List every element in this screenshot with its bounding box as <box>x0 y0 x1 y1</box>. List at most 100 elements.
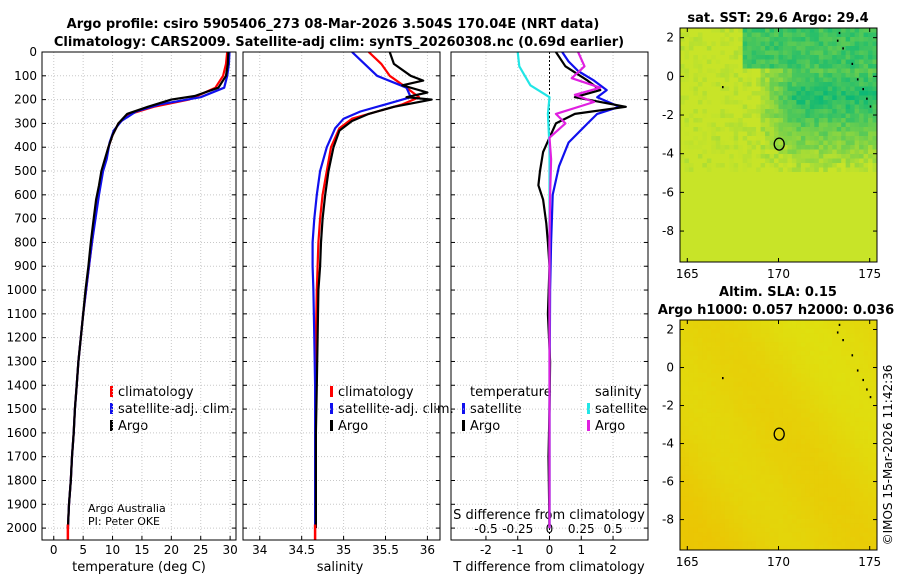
heatmap-cell <box>791 470 797 476</box>
heatmap-cell <box>832 37 838 42</box>
heatmap-cell <box>751 181 757 186</box>
heatmap-cell <box>715 190 721 195</box>
heatmap-cell <box>760 203 766 209</box>
heatmap-cell <box>706 239 712 245</box>
heatmap-cell <box>693 199 699 204</box>
heatmap-cell <box>791 399 797 405</box>
heatmap-cell <box>787 203 793 209</box>
heatmap-cell <box>774 158 779 164</box>
heatmap-cell <box>720 46 726 51</box>
heatmap-cell <box>868 492 873 498</box>
heatmap-cell <box>729 100 735 105</box>
heatmap-cell <box>680 244 685 249</box>
heatmap-cell <box>680 395 685 401</box>
heatmap-cell <box>697 386 703 392</box>
heatmap-cell <box>724 435 730 440</box>
heatmap-cell <box>859 167 864 173</box>
heatmap-cell <box>836 77 842 83</box>
heatmap-cell <box>782 86 788 92</box>
y-tick-label: 1700 <box>6 450 37 464</box>
heatmap-cell <box>809 426 815 431</box>
heatmap-cell <box>724 337 730 343</box>
heatmap-cell <box>841 59 847 65</box>
heatmap-cell <box>715 324 721 330</box>
y-tick-label: 0 <box>29 45 37 59</box>
heatmap-cell <box>796 77 802 83</box>
heatmap-cell <box>796 73 802 78</box>
heatmap-cell <box>711 377 717 383</box>
heatmap-cell <box>724 257 730 263</box>
heatmap-cell <box>756 452 761 458</box>
heatmap-cell <box>756 519 761 524</box>
heatmap-cell <box>760 510 766 516</box>
heatmap-cell <box>720 328 726 334</box>
heatmap-cell <box>818 328 824 334</box>
heatmap-cell <box>680 226 685 231</box>
heatmap-cell <box>791 514 797 520</box>
heatmap-cell <box>706 342 712 347</box>
heatmap-cell <box>720 244 726 249</box>
heatmap-cell <box>796 185 802 191</box>
heatmap-cell <box>854 324 860 330</box>
heatmap-cell <box>769 100 775 105</box>
heatmap-cell <box>796 421 802 427</box>
heatmap-cell <box>742 399 748 405</box>
heatmap-cell <box>760 91 766 96</box>
heatmap-cell <box>760 479 766 485</box>
heatmap-cell <box>823 333 829 339</box>
heatmap-cell <box>823 373 829 378</box>
heatmap-cell <box>693 100 699 105</box>
heatmap-cell <box>859 536 864 542</box>
heatmap-cell <box>863 364 869 370</box>
heatmap-cell <box>742 470 748 476</box>
heatmap-cell <box>751 545 757 551</box>
heatmap-cell <box>733 342 739 347</box>
heatmap-cell <box>724 328 730 334</box>
heatmap-cell <box>800 37 806 42</box>
heatmap-cell <box>872 461 878 467</box>
heatmap-cell <box>733 421 739 427</box>
heatmap-cell <box>778 59 784 65</box>
heatmap-cell <box>863 377 869 383</box>
heatmap-cell <box>863 95 869 101</box>
heatmap-cell <box>756 68 761 74</box>
heatmap-cell <box>733 435 739 440</box>
heatmap-cell <box>809 28 815 33</box>
heatmap-cell <box>774 46 779 51</box>
heatmap-cell <box>818 86 824 92</box>
heatmap-cell <box>791 496 797 502</box>
heatmap-cell <box>751 55 757 60</box>
heatmap-cell <box>760 226 766 231</box>
heatmap-cell <box>720 131 726 137</box>
heatmap-cell <box>733 32 739 38</box>
heatmap-cell <box>720 377 726 383</box>
heatmap-cell <box>832 167 838 173</box>
heatmap-cell <box>868 501 873 507</box>
heatmap-cell <box>684 109 690 114</box>
heatmap-cell <box>791 136 797 141</box>
heatmap-cell <box>724 519 730 524</box>
heatmap-cell <box>680 100 685 105</box>
heatmap-cell <box>693 230 699 236</box>
heatmap-cell <box>796 541 802 546</box>
heatmap-cell <box>688 73 694 78</box>
heatmap-cell <box>756 82 761 87</box>
heatmap-cell <box>693 185 699 191</box>
heatmap-cell <box>706 77 712 83</box>
heatmap-cell <box>760 377 766 383</box>
heatmap-cell <box>836 426 842 431</box>
heatmap-cell <box>751 510 757 516</box>
heatmap-cell <box>796 217 802 222</box>
heatmap-cell <box>684 212 690 218</box>
heatmap-cell <box>765 381 770 387</box>
heatmap-cell <box>742 199 748 204</box>
heatmap-cell <box>742 55 748 60</box>
heatmap-cell <box>778 470 784 476</box>
heatmap-cell <box>756 122 761 128</box>
heatmap-cell <box>845 457 851 462</box>
heatmap-cell <box>706 532 712 538</box>
heatmap-cell <box>733 443 739 449</box>
heatmap-cell <box>711 510 717 516</box>
heatmap-cell <box>720 510 726 516</box>
heatmap-cell <box>693 355 699 361</box>
